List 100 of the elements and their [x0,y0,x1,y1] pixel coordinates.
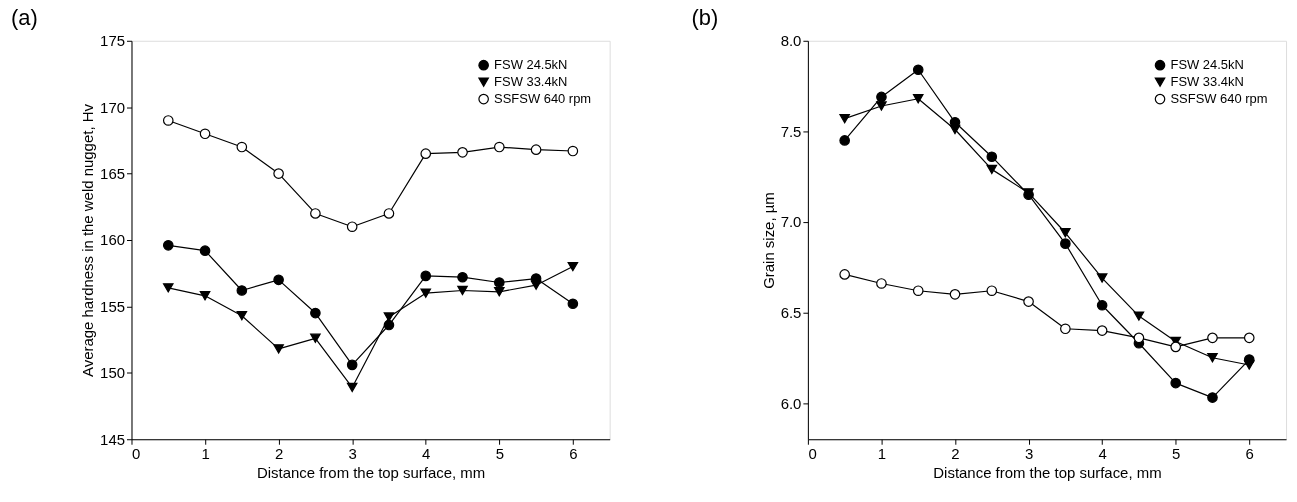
point [1060,238,1071,249]
x-tick-label: 0 [808,444,817,462]
point [530,280,542,290]
point [383,208,395,219]
point [199,291,211,301]
point [310,307,321,319]
point [1243,360,1255,370]
point [839,269,850,280]
point [567,261,579,272]
legend-label: SSFSW 640 rpm [494,91,592,107]
point [1243,332,1255,344]
point [273,344,284,354]
x-tick-label: 5 [495,444,504,462]
point [1096,325,1108,336]
x-tick-label: 0 [131,444,141,462]
x-tick-label: 3 [348,444,357,462]
x-tick-label: 1 [877,444,887,462]
y-tick-label: 7.5 [780,122,802,140]
chart-title: (a) [10,4,38,30]
point [346,221,358,233]
point [457,271,468,283]
chart-title: (b) [691,4,719,30]
point [162,240,174,251]
point [567,298,579,310]
x-tick-label: 6 [569,444,578,462]
y-tick-label: 6.5 [780,303,802,321]
x-axis-title: Distance from the top surface, mm [256,463,486,481]
y-tick-label: 155 [100,297,126,315]
point [346,382,358,393]
point [493,277,505,288]
y-tick-label: 145 [100,430,126,448]
point [273,274,284,286]
legend-label: FSW 24.5kN [1170,57,1244,73]
x-tick-label: 4 [1098,444,1107,462]
point [420,288,432,298]
point [912,285,924,297]
y-axis-title: Average hardness in the weld nugget, Hv [79,103,97,377]
point [876,91,887,103]
y-tick-label: 175 [100,32,126,50]
point [876,101,887,111]
point [310,333,321,343]
x-tick-label: 6 [1245,444,1254,462]
point [1096,299,1108,311]
point [420,148,432,159]
point [162,283,174,293]
point [1096,273,1108,283]
x-axis-title: Distance from the top surface, mm [933,463,1162,481]
point [199,128,211,140]
point [839,113,850,124]
legend-label: FSW 24.5kN [494,57,568,73]
point [236,141,248,153]
y-tick-label: 160 [100,231,126,249]
y-axis-title: Grain size, µm [759,192,777,289]
point [1207,353,1218,363]
point [1170,377,1182,389]
point [457,285,468,296]
point [912,94,924,104]
point [493,287,505,297]
point [1170,341,1182,353]
x-tick-label: 1 [201,444,210,462]
x-tick-label: 3 [1024,444,1034,462]
y-tick-label: 150 [100,364,126,382]
point [383,319,395,331]
point [236,285,248,296]
point [236,311,248,321]
point [310,208,321,219]
point [912,64,924,76]
point [1207,392,1218,403]
x-tick-label: 2 [951,444,960,462]
y-tick-label: 7.0 [780,213,802,231]
y-tick-label: 165 [100,165,126,183]
point [273,168,284,179]
point [199,245,211,256]
point [346,359,358,371]
point [986,164,998,175]
point [530,144,542,156]
x-tick-label: 5 [1172,444,1181,462]
point [1060,323,1071,335]
point [1207,332,1218,344]
point [420,270,432,282]
point [949,289,961,300]
point [986,285,998,297]
point [493,141,505,153]
point [1023,296,1034,307]
y-tick-label: 170 [100,98,126,116]
legend-label: FSW 33.4kN [494,74,568,90]
y-tick-label: 8.0 [780,32,802,50]
point [1133,311,1145,321]
point [1060,228,1071,238]
legend-label: SSFSW 640 rpm [1170,91,1268,107]
legend-label: FSW 33.4kN [1170,74,1244,90]
point [567,145,579,157]
point [949,124,961,135]
point [839,135,850,146]
point [876,278,887,289]
point [1133,332,1145,344]
y-tick-label: 6.0 [780,394,802,412]
x-tick-label: 2 [274,444,284,462]
point [457,147,468,158]
x-tick-label: 4 [422,444,431,462]
